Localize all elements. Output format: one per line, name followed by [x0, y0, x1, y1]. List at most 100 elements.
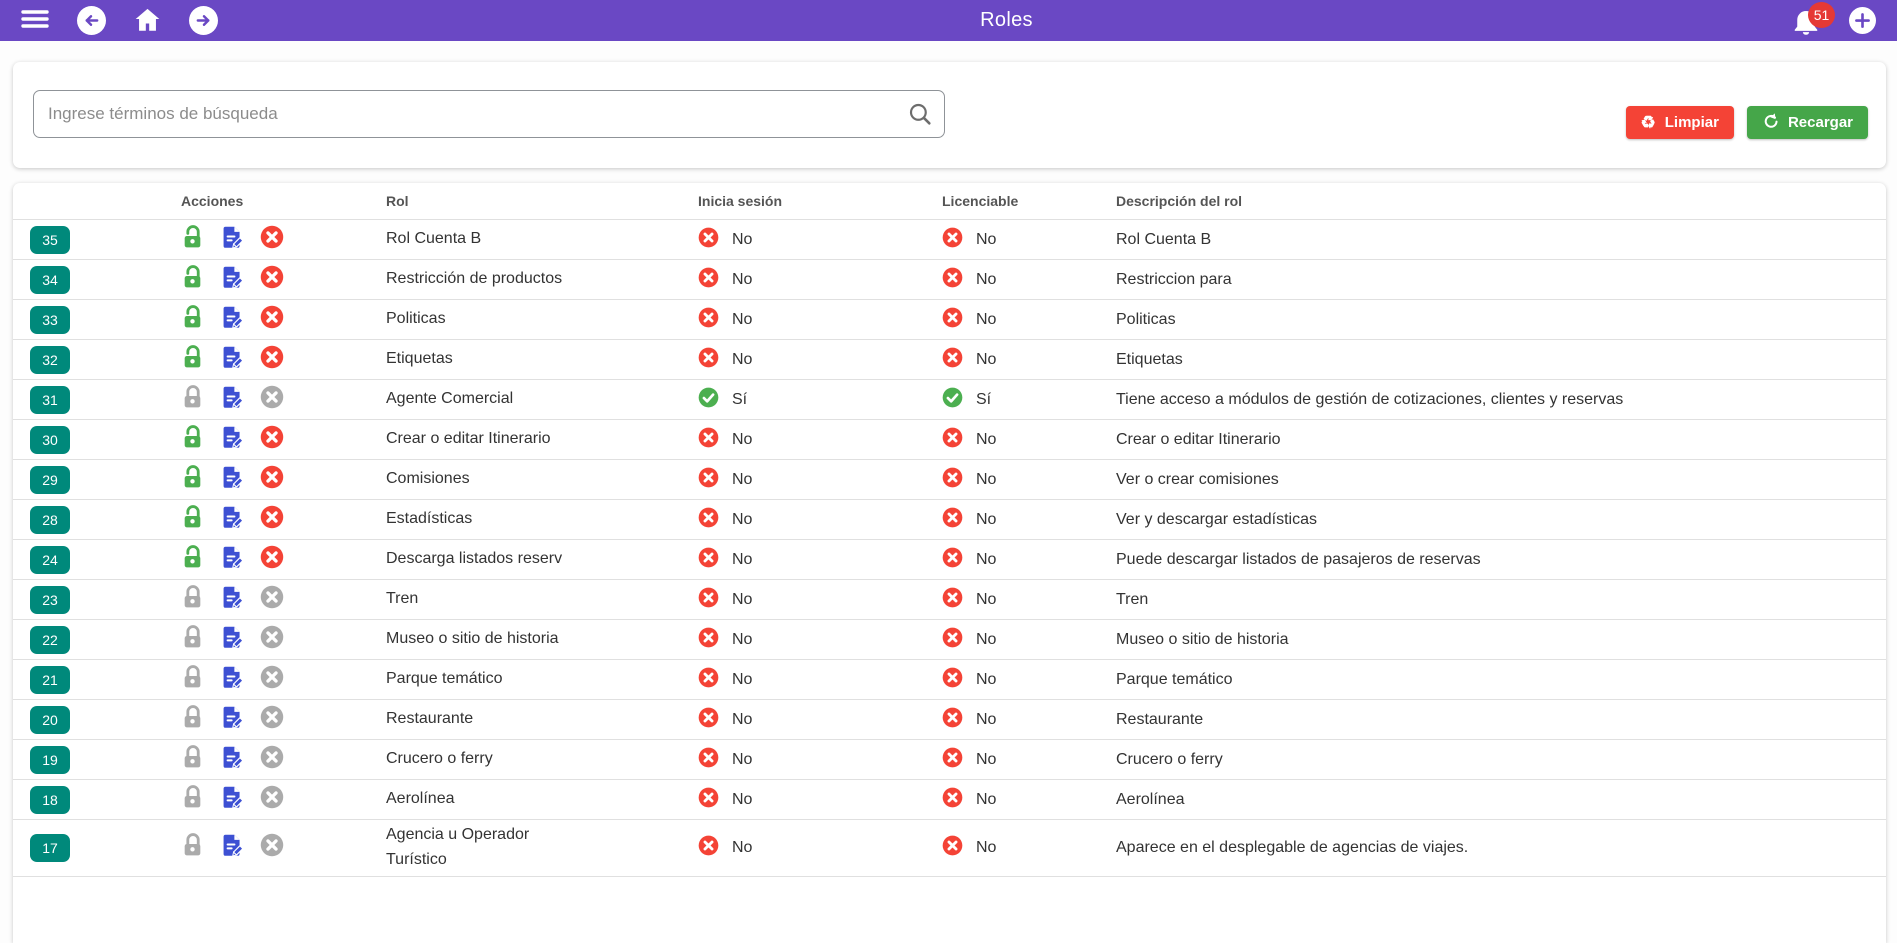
home-button[interactable] [126, 3, 168, 39]
actions-cell [163, 384, 348, 416]
lock-icon[interactable] [181, 664, 204, 695]
login-status-value: No [732, 310, 753, 328]
login-status-cell: Sí [658, 387, 900, 413]
delete-icon[interactable] [260, 745, 284, 774]
description-cell: Restaurante [1116, 710, 1204, 728]
unlock-icon[interactable] [181, 304, 204, 335]
licensable-status-value: No [976, 310, 997, 328]
lock-icon[interactable] [181, 584, 204, 615]
table-row: 21 Parque temático No No Parque temático [13, 660, 1886, 700]
delete-icon[interactable] [260, 305, 284, 334]
add-button[interactable] [1841, 3, 1883, 39]
role-name: Comisiones [386, 470, 470, 488]
menu-button[interactable] [14, 3, 56, 39]
description-cell: Parque temático [1116, 670, 1233, 688]
delete-icon[interactable] [260, 385, 284, 414]
unlock-icon[interactable] [181, 344, 204, 375]
login-status-cell: No [658, 587, 900, 613]
row-id-badge: 35 [30, 225, 70, 254]
licensable-status-cell: No [900, 227, 1092, 253]
actions-cell [163, 464, 348, 496]
licensable-status-cell: No [900, 667, 1092, 693]
login-status-cell: No [658, 507, 900, 533]
table-row: 24 Descarga listados reserv No No Puede … [13, 540, 1886, 580]
edit-icon[interactable] [219, 584, 245, 616]
lock-icon[interactable] [181, 384, 204, 415]
x-circle-icon [942, 627, 963, 653]
unlock-icon[interactable] [181, 424, 204, 455]
reload-button[interactable]: Recargar [1746, 106, 1868, 139]
delete-icon[interactable] [260, 345, 284, 374]
row-id-badge: 30 [30, 425, 70, 454]
edit-icon[interactable] [219, 224, 245, 256]
id-cell: 21 [13, 665, 163, 694]
login-status-cell: No [658, 427, 900, 453]
delete-icon[interactable] [260, 505, 284, 534]
table-row: 31 Agente Comercial Sí Sí Tiene acceso a… [13, 380, 1886, 420]
edit-icon[interactable] [219, 504, 245, 536]
login-status-value: No [732, 430, 753, 448]
id-cell: 22 [13, 625, 163, 654]
delete-icon[interactable] [260, 225, 284, 254]
delete-icon[interactable] [260, 625, 284, 654]
unlock-icon[interactable] [181, 464, 204, 495]
edit-icon[interactable] [219, 424, 245, 456]
delete-icon[interactable] [260, 833, 284, 862]
edit-icon[interactable] [219, 544, 245, 576]
edit-icon[interactable] [219, 744, 245, 776]
arrow-right-icon [188, 6, 218, 35]
role-cell: Restricción de productos [348, 264, 658, 295]
edit-icon[interactable] [219, 664, 245, 696]
lock-icon[interactable] [181, 704, 204, 735]
delete-icon[interactable] [260, 265, 284, 294]
edit-icon[interactable] [219, 704, 245, 736]
x-circle-icon [698, 787, 719, 813]
delete-icon[interactable] [260, 585, 284, 614]
id-cell: 33 [13, 305, 163, 334]
edit-icon[interactable] [219, 344, 245, 376]
lock-icon[interactable] [181, 833, 204, 863]
back-button[interactable] [70, 3, 112, 39]
delete-icon[interactable] [260, 665, 284, 694]
licensable-status-cell: No [900, 347, 1092, 373]
description-cell: Crucero o ferry [1116, 750, 1223, 768]
unlock-icon[interactable] [181, 504, 204, 535]
edit-icon[interactable] [219, 464, 245, 496]
edit-icon[interactable] [219, 264, 245, 296]
edit-icon[interactable] [219, 384, 245, 416]
lock-icon[interactable] [181, 624, 204, 655]
edit-icon[interactable] [219, 784, 245, 816]
edit-icon[interactable] [219, 832, 245, 864]
role-cell: Estadísticas [348, 504, 658, 535]
licensable-status-cell: No [900, 747, 1092, 773]
delete-icon[interactable] [260, 785, 284, 814]
edit-icon[interactable] [219, 624, 245, 656]
role-name: Crucero o ferry [386, 750, 493, 768]
lock-icon[interactable] [181, 744, 204, 775]
unlock-icon[interactable] [181, 264, 204, 295]
table-row: 22 Museo o sitio de historia No No Museo… [13, 620, 1886, 660]
lock-icon[interactable] [181, 784, 204, 815]
row-id-badge: 31 [30, 385, 70, 414]
delete-icon[interactable] [260, 705, 284, 734]
delete-icon[interactable] [260, 465, 284, 494]
unlock-icon[interactable] [181, 224, 204, 255]
notifications-button[interactable]: 51 [1789, 1, 1835, 39]
login-status-value: No [732, 510, 753, 528]
app-bar: Roles 51 [0, 0, 1897, 41]
id-cell: 30 [13, 425, 163, 454]
licensable-status-cell: No [900, 587, 1092, 613]
role-cell: Restaurante [348, 704, 658, 735]
search-input[interactable] [33, 90, 945, 138]
role-cell: Crear o editar Itinerario [348, 424, 658, 455]
clear-button[interactable]: ♻ Limpiar [1625, 106, 1734, 139]
x-circle-icon [698, 347, 719, 373]
forward-button[interactable] [182, 3, 224, 39]
delete-icon[interactable] [260, 425, 284, 454]
description-cell: Rol Cuenta B [1116, 230, 1212, 248]
unlock-icon[interactable] [181, 544, 204, 575]
delete-icon[interactable] [260, 545, 284, 574]
login-status-cell: No [658, 835, 900, 861]
edit-icon[interactable] [219, 304, 245, 336]
role-name: Agente Comercial [386, 390, 514, 408]
